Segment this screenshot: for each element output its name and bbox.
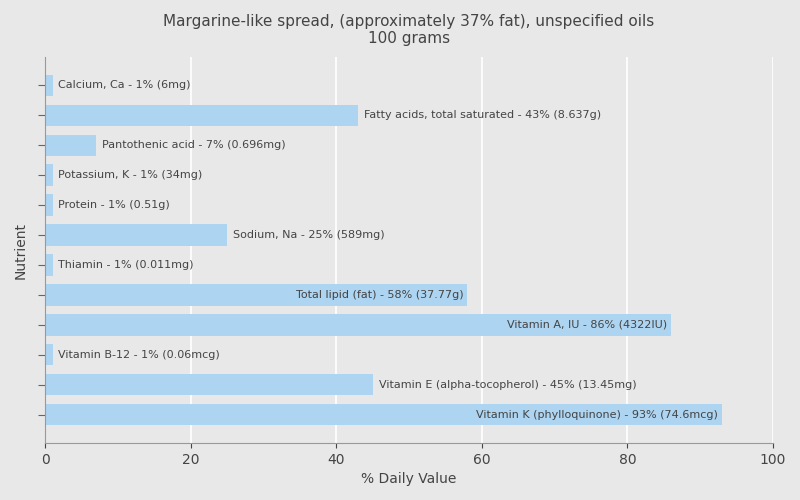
Bar — [46, 104, 358, 126]
Bar — [46, 134, 96, 156]
Bar — [46, 254, 53, 276]
Text: Total lipid (fat) - 58% (37.77g): Total lipid (fat) - 58% (37.77g) — [296, 290, 464, 300]
Bar — [46, 314, 671, 336]
Text: Sodium, Na - 25% (589mg): Sodium, Na - 25% (589mg) — [233, 230, 385, 240]
Bar — [46, 374, 373, 396]
Text: Protein - 1% (0.51g): Protein - 1% (0.51g) — [58, 200, 170, 210]
Text: Calcium, Ca - 1% (6mg): Calcium, Ca - 1% (6mg) — [58, 80, 191, 90]
Text: Vitamin A, IU - 86% (4322IU): Vitamin A, IU - 86% (4322IU) — [507, 320, 667, 330]
X-axis label: % Daily Value: % Daily Value — [362, 472, 457, 486]
Bar — [46, 224, 227, 246]
Title: Margarine-like spread, (approximately 37% fat), unspecified oils
100 grams: Margarine-like spread, (approximately 37… — [163, 14, 654, 46]
Y-axis label: Nutrient: Nutrient — [14, 222, 28, 278]
Bar — [46, 74, 53, 96]
Text: Thiamin - 1% (0.011mg): Thiamin - 1% (0.011mg) — [58, 260, 194, 270]
Text: Vitamin K (phylloquinone) - 93% (74.6mcg): Vitamin K (phylloquinone) - 93% (74.6mcg… — [477, 410, 718, 420]
Text: Pantothenic acid - 7% (0.696mg): Pantothenic acid - 7% (0.696mg) — [102, 140, 286, 150]
Bar — [46, 194, 53, 216]
Text: Potassium, K - 1% (34mg): Potassium, K - 1% (34mg) — [58, 170, 202, 180]
Text: Fatty acids, total saturated - 43% (8.637g): Fatty acids, total saturated - 43% (8.63… — [364, 110, 601, 120]
Bar — [46, 404, 722, 425]
Bar — [46, 164, 53, 186]
Text: Vitamin E (alpha-tocopherol) - 45% (13.45mg): Vitamin E (alpha-tocopherol) - 45% (13.4… — [378, 380, 636, 390]
Bar — [46, 344, 53, 366]
Text: Vitamin B-12 - 1% (0.06mcg): Vitamin B-12 - 1% (0.06mcg) — [58, 350, 220, 360]
Bar — [46, 284, 467, 306]
